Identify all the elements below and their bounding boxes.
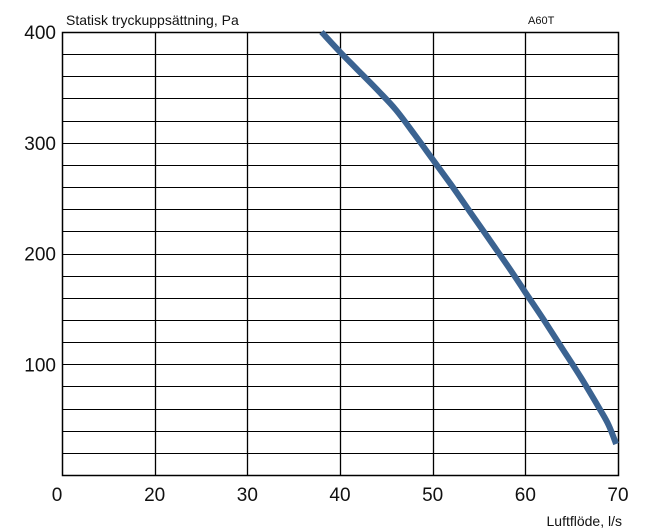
chart-title: Statisk tryckuppsättning, Pa (66, 12, 239, 28)
y-tick-label: 400 (24, 23, 56, 44)
y-tick-label: 200 (24, 245, 56, 266)
plot-frame (61, 31, 620, 477)
x-tick-label: 20 (144, 485, 165, 506)
x-axis-ticks: 0 20 30 40 50 60 70 (52, 485, 629, 506)
x-tick-label: 40 (329, 485, 350, 506)
x-tick-label: 0 (52, 485, 63, 506)
y-tick-label: 100 (24, 355, 56, 376)
x-tick-label: 50 (422, 485, 443, 506)
plot-border (61, 31, 620, 477)
grid (62, 32, 618, 475)
x-tick-label: 30 (237, 485, 258, 506)
x-tick-label: 70 (607, 485, 628, 506)
y-axis-ticks: 100 200 300 400 (24, 23, 56, 376)
model-label: A60T (528, 15, 555, 27)
series-layer (319, 29, 619, 446)
series-line (319, 29, 619, 446)
x-tick-label: 60 (515, 485, 536, 506)
x-axis-label: Luftflöde, l/s (547, 513, 623, 529)
y-tick-label: 300 (24, 134, 56, 155)
